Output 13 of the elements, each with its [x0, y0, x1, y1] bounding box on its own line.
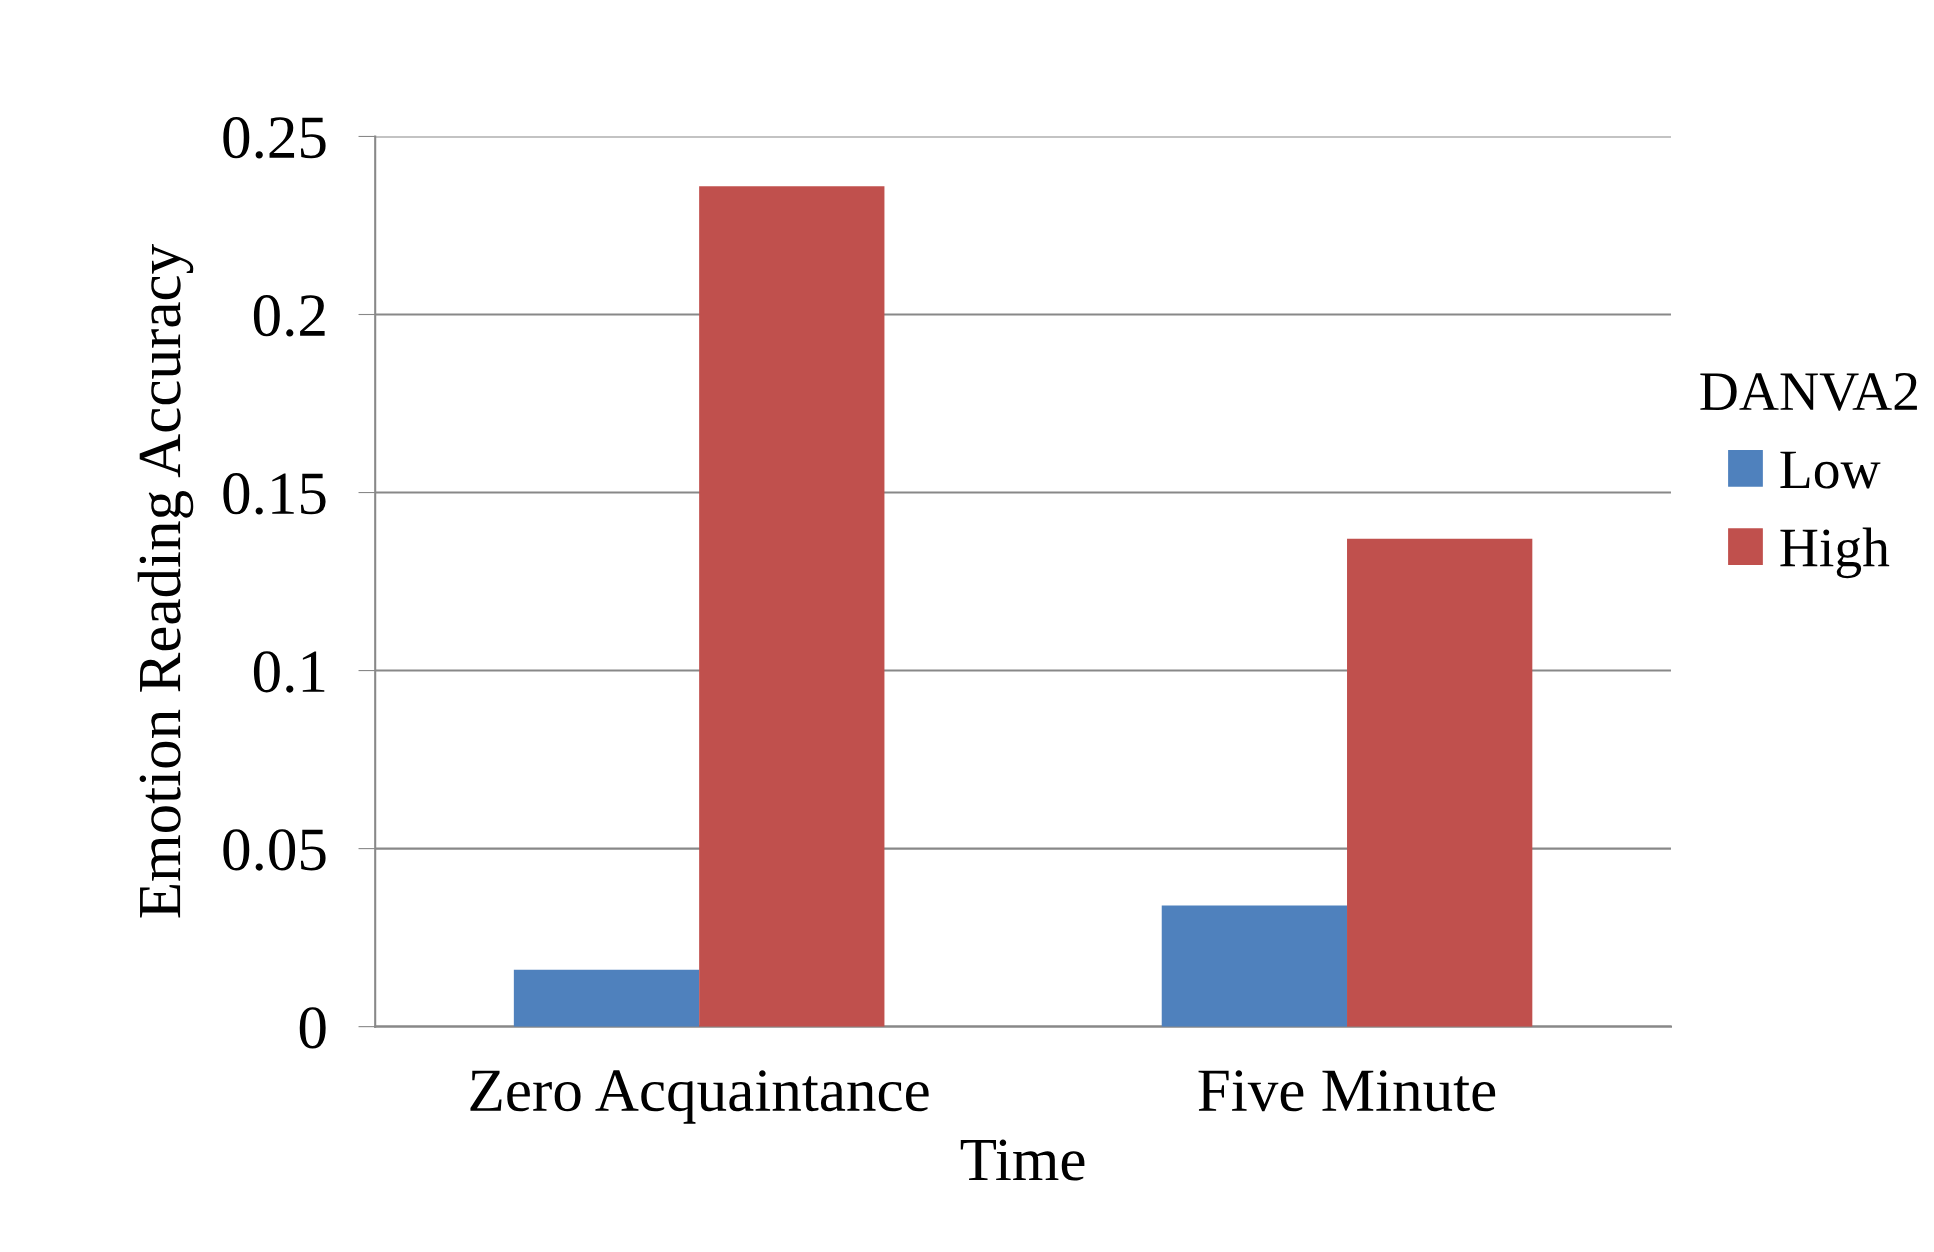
legend-title: DANVA2 — [1700, 373, 1917, 411]
y-tick-label: 0 — [299, 1007, 326, 1049]
y-tick-label: 0.15 — [223, 473, 326, 515]
y-axis-title: Emotion Reading Accuracy — [137, 244, 194, 918]
y-tick-label: 0.2 — [253, 295, 325, 337]
x-tick-label: Zero Acquaintance — [470, 1070, 929, 1124]
x-tick-label: Five Minute — [1198, 1070, 1496, 1112]
legend-label: High — [1780, 527, 1890, 579]
y-tick-label: 0.05 — [223, 829, 326, 871]
legend-label: Low — [1780, 451, 1881, 489]
y-tick-label: 0.25 — [223, 117, 326, 159]
y-tick-label: 0.1 — [253, 651, 325, 693]
x-axis-title: Time — [960, 1139, 1085, 1181]
